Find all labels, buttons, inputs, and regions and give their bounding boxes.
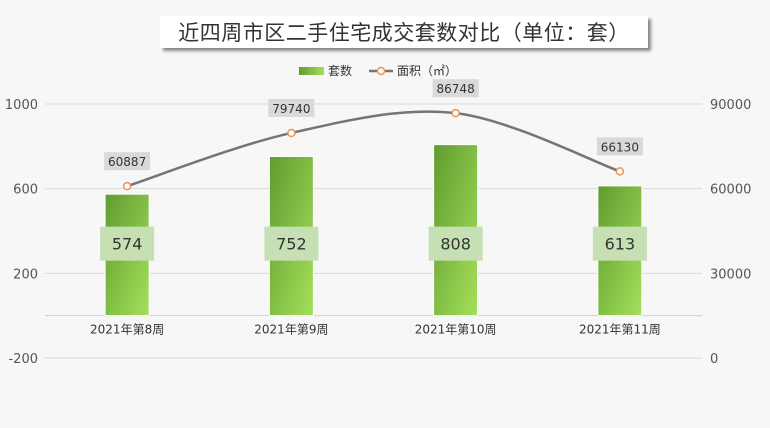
- bar-value-bg: [592, 226, 647, 261]
- line-value-label: 60887: [108, 155, 146, 169]
- bar-value-label: 752: [276, 235, 307, 254]
- line-value-label: 66130: [601, 140, 639, 154]
- line-value-label: 86748: [437, 82, 475, 96]
- bar-value-bg: [100, 226, 155, 261]
- y-right-tick: 0: [710, 352, 718, 367]
- line-marker: [287, 128, 296, 138]
- bar-value-bg: [264, 226, 319, 261]
- y-left-tick: 1000: [5, 98, 38, 113]
- chart-title: 近四周市区二手住宅成交套数对比（单位：套）: [160, 16, 648, 48]
- line-value-bg: [104, 152, 151, 171]
- line-value-bg: [268, 98, 315, 117]
- legend-bar-swatch: [299, 67, 324, 75]
- bar-value-label: 613: [605, 235, 636, 254]
- line-value-bg: [432, 79, 479, 98]
- y-right-tick: 60000: [710, 183, 751, 198]
- x-tick-label: 2021年第11周: [579, 323, 661, 337]
- legend-bar-label: 套数: [328, 63, 352, 78]
- x-tick-label: 2021年第10周: [415, 323, 497, 337]
- bar-value-bg: [428, 226, 483, 261]
- line-value-bg: [596, 137, 643, 156]
- line-value-label: 79740: [272, 102, 310, 116]
- y-right-tick: 90000: [710, 98, 751, 113]
- line-marker: [451, 108, 460, 118]
- y-left-tick: 600: [13, 183, 38, 198]
- line-marker: [122, 181, 132, 191]
- line-marker: [615, 167, 625, 176]
- legend-line-label: 面积（㎡）: [397, 64, 457, 78]
- x-tick-label: 2021年第8周: [90, 323, 164, 337]
- bar-value-label: 808: [440, 235, 471, 254]
- y-right-tick: 30000: [710, 267, 751, 282]
- legend-line-marker: [376, 66, 386, 76]
- y-left-tick: -200: [8, 352, 38, 367]
- area-line: [126, 110, 621, 188]
- bar-value-label: 574: [112, 235, 143, 254]
- x-tick-label: 2021年第9周: [254, 323, 328, 337]
- y-left-tick: 200: [13, 267, 38, 282]
